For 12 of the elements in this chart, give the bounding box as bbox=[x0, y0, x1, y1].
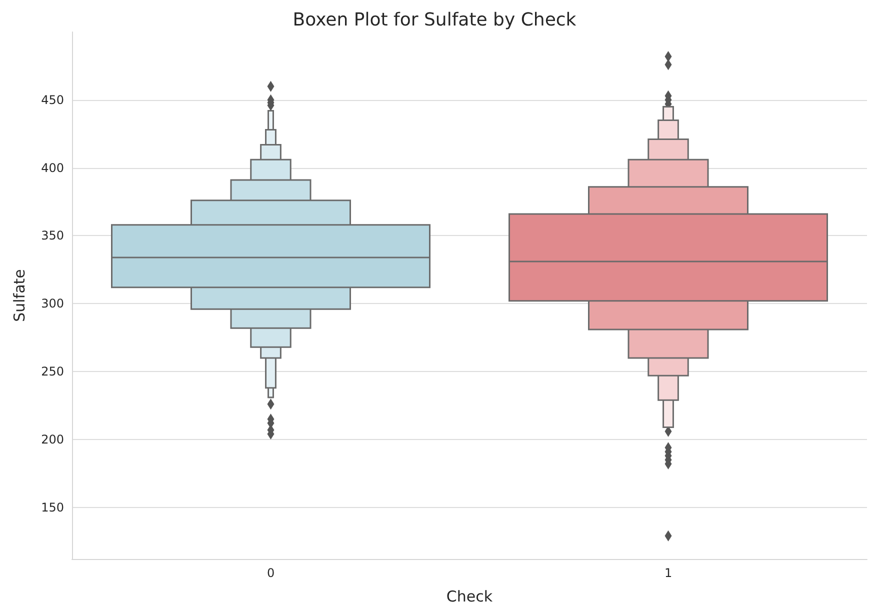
y-tick-label: 400 bbox=[41, 160, 64, 175]
y-tick-label: 200 bbox=[41, 432, 64, 446]
chart-title: Boxen Plot for Sulfate by Check bbox=[292, 10, 577, 30]
x-tick-label: 0 bbox=[266, 566, 275, 580]
y-tick-label: 450 bbox=[41, 92, 64, 107]
x-axis-title: Check bbox=[446, 588, 493, 606]
y-tick-label: 150 bbox=[41, 500, 64, 514]
x-tick-label: 1 bbox=[664, 566, 672, 580]
y-tick-label: 350 bbox=[41, 228, 64, 243]
y-axis-title: Sulfate bbox=[10, 269, 28, 322]
y-tick-label: 250 bbox=[41, 364, 64, 379]
y-tick-label: 300 bbox=[41, 296, 64, 311]
